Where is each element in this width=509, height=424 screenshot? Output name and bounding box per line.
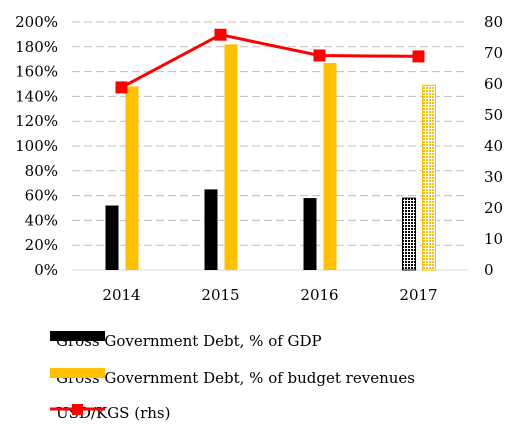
bar-debt-revenue [224, 44, 238, 270]
y-left-tick-label: 80% [25, 162, 58, 180]
line-usd-kgs [120, 33, 419, 89]
legend-item-debt-gdp: Gross Government Debt, % of GDP [50, 330, 322, 352]
marker-usd-kgs [412, 50, 425, 63]
y-left-tick-label: 0% [34, 261, 58, 279]
legend-label-debt-gdp: Gross Government Debt, % of GDP [56, 332, 322, 350]
legend-swatch-red-line [50, 404, 105, 415]
bar-debt-gdp [204, 189, 218, 270]
y-left-tick-label: 180% [15, 38, 58, 56]
y-right-tick-label: 80 [484, 13, 503, 31]
bar-debt-revenue [422, 84, 436, 271]
x-tick-label: 2014 [102, 286, 140, 304]
legend-item-usd-kgs: USD/KGS (rhs) [50, 402, 170, 424]
legend-swatch-gold [50, 368, 105, 378]
y-right-tick-label: 50 [484, 106, 503, 124]
legend-swatch-black [50, 331, 105, 341]
y-left-tick-label: 200% [15, 13, 58, 31]
legend-item-debt-revenue: Gross Government Debt, % of budget reven… [50, 367, 415, 389]
y-right-tick-label: 0 [484, 261, 494, 279]
y-left-tick-label: 160% [15, 63, 58, 81]
y-left-tick-label: 120% [15, 112, 58, 130]
marker-usd-kgs [313, 49, 326, 62]
bar-debt-gdp [402, 197, 416, 271]
bar-debt-gdp [105, 205, 119, 270]
y-right-tick-label: 70 [484, 44, 503, 62]
x-tick-label: 2015 [201, 286, 239, 304]
x-tick-label: 2016 [300, 286, 338, 304]
marker-usd-kgs [214, 28, 227, 41]
legend-label-debt-revenue: Gross Government Debt, % of budget reven… [56, 369, 415, 387]
y-left-tick-label: 100% [15, 137, 58, 155]
y-left-tick-label: 20% [25, 236, 58, 254]
bar-debt-gdp [303, 198, 317, 270]
y-right-tick-label: 40 [484, 137, 503, 155]
y-right-tick-label: 20 [484, 199, 503, 217]
bar-debt-revenue [323, 62, 337, 270]
y-right-tick-label: 10 [484, 230, 503, 248]
y-left-tick-label: 60% [25, 187, 58, 205]
bar-debt-revenue [125, 86, 139, 270]
y-left-tick-label: 140% [15, 87, 58, 105]
y-right-tick-label: 30 [484, 168, 503, 186]
x-tick-label: 2017 [399, 286, 437, 304]
chart-plot: 0% 20% 40% 60% 80% 100% 120% 140% 160% 180% 200% 0 1… [15, 13, 503, 304]
y-left-tick-label: 40% [25, 211, 58, 229]
marker-usd-kgs [115, 81, 128, 94]
y-right-tick-label: 60 [484, 75, 503, 93]
